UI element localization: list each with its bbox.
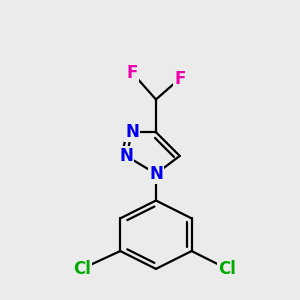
- Text: N: N: [119, 147, 133, 165]
- Text: F: F: [127, 64, 138, 82]
- Text: N: N: [125, 123, 139, 141]
- Text: Cl: Cl: [73, 260, 91, 278]
- Text: Cl: Cl: [218, 260, 236, 278]
- Text: F: F: [174, 70, 185, 88]
- Text: N: N: [149, 165, 163, 183]
